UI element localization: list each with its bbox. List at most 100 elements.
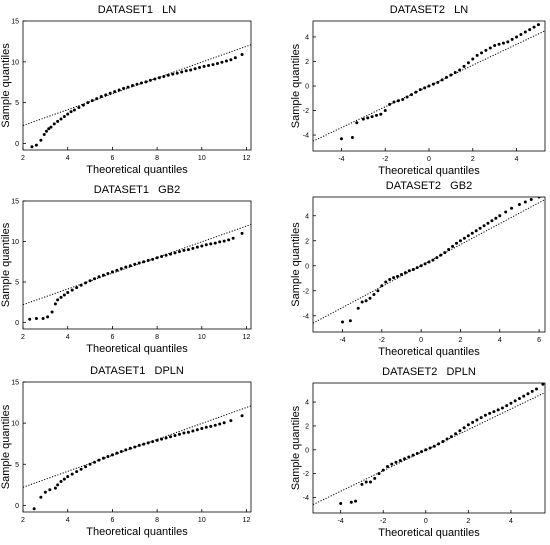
sample-point: [160, 254, 164, 258]
sample-point: [204, 243, 208, 247]
x-tick-label: -4: [339, 337, 345, 344]
sample-point: [44, 129, 48, 133]
sample-point: [501, 41, 505, 45]
sample-point: [79, 283, 83, 287]
sample-point: [182, 431, 186, 435]
sample-point: [423, 86, 427, 90]
x-tick-label: 2: [21, 517, 25, 524]
sample-point: [106, 272, 110, 276]
sample-point: [62, 293, 66, 297]
sample-point: [458, 239, 462, 243]
sample-point: [454, 432, 458, 436]
sample-point: [494, 216, 498, 220]
sample-point: [142, 260, 146, 264]
y-tick-label: -2: [303, 471, 309, 478]
sample-point: [519, 32, 523, 36]
y-tick-label: 2: [305, 423, 309, 430]
sample-point: [189, 68, 193, 72]
sample-point: [354, 499, 358, 503]
y-tick-label: 5: [15, 280, 19, 287]
sample-point: [374, 113, 378, 117]
sample-point: [101, 456, 105, 460]
sample-point: [90, 99, 94, 103]
sample-point: [449, 435, 453, 439]
x-tick-label: 6: [110, 334, 114, 341]
sample-point: [155, 256, 159, 260]
sample-point: [135, 82, 139, 86]
sample-point: [148, 78, 152, 82]
sample-point: [458, 429, 462, 433]
sample-point: [439, 253, 443, 257]
sample-point: [39, 495, 43, 499]
x-tick-label: -4: [338, 156, 344, 163]
plot-frame: [312, 382, 546, 514]
sample-point: [364, 299, 368, 303]
x-tick-label: 4: [498, 337, 502, 344]
sample-point: [218, 422, 222, 426]
sample-point: [407, 269, 411, 273]
y-tick-label: 15: [11, 19, 19, 26]
sample-point: [403, 457, 407, 461]
x-axis-label: Theoretical quantiles: [86, 164, 188, 176]
x-tick-label: 4: [515, 156, 519, 163]
sample-point: [360, 300, 364, 304]
sample-point: [153, 77, 157, 81]
y-tick-label: 0: [15, 320, 19, 327]
sample-point: [56, 483, 60, 487]
sample-point: [415, 451, 419, 455]
x-tick-label: -2: [380, 518, 386, 525]
sample-point: [66, 475, 70, 479]
sample-point: [440, 78, 444, 82]
sample-point: [124, 448, 128, 452]
y-axis-label: Sample quantiles: [290, 43, 302, 128]
x-tick-label: 4: [66, 334, 70, 341]
sample-point: [537, 197, 541, 199]
sample-point: [455, 241, 459, 245]
sample-point: [475, 418, 479, 422]
sample-point: [86, 101, 90, 105]
sample-point: [418, 88, 422, 92]
sample-point: [160, 437, 164, 441]
sample-point: [59, 295, 63, 299]
sample-point: [424, 448, 428, 452]
sample-point: [517, 397, 521, 401]
x-tick-label: 0: [427, 156, 431, 163]
sample-point: [137, 443, 141, 447]
x-tick-label: 10: [198, 155, 206, 162]
sample-point: [108, 91, 112, 95]
x-axis-label: Theoretical quantiles: [378, 527, 480, 539]
sample-point: [427, 84, 431, 88]
sample-point: [432, 444, 436, 448]
sample-point: [445, 437, 449, 441]
sample-point: [157, 76, 161, 80]
sample-point: [202, 64, 206, 68]
y-tick-label: 2: [305, 59, 309, 66]
sample-point: [471, 420, 475, 424]
sample-point: [356, 306, 360, 310]
y-tick-label: 0: [15, 503, 19, 510]
sample-point: [169, 435, 173, 439]
y-tick-label: 5: [15, 462, 19, 469]
x-tick-label: 4: [66, 155, 70, 162]
sample-point: [437, 442, 441, 446]
y-tick-label: 2: [305, 238, 309, 245]
sample-point: [475, 53, 479, 57]
sample-point: [431, 258, 435, 262]
chart-title: DATASET2 DPLN: [382, 366, 476, 378]
sample-point: [53, 486, 57, 490]
sample-point: [200, 244, 204, 248]
sample-point: [93, 277, 97, 281]
y-axis-label: Sample quantiles: [0, 222, 12, 307]
sample-point: [200, 426, 204, 430]
sample-point: [486, 221, 490, 225]
chart-title: DATASET1 GB2: [94, 184, 180, 196]
sample-point: [506, 40, 510, 44]
sample-point: [110, 270, 114, 274]
sample-point: [193, 67, 197, 71]
sample-point: [355, 121, 359, 125]
sample-point: [34, 143, 38, 147]
sample-point: [403, 271, 407, 275]
sample-point: [56, 298, 60, 302]
sample-point: [81, 103, 85, 107]
